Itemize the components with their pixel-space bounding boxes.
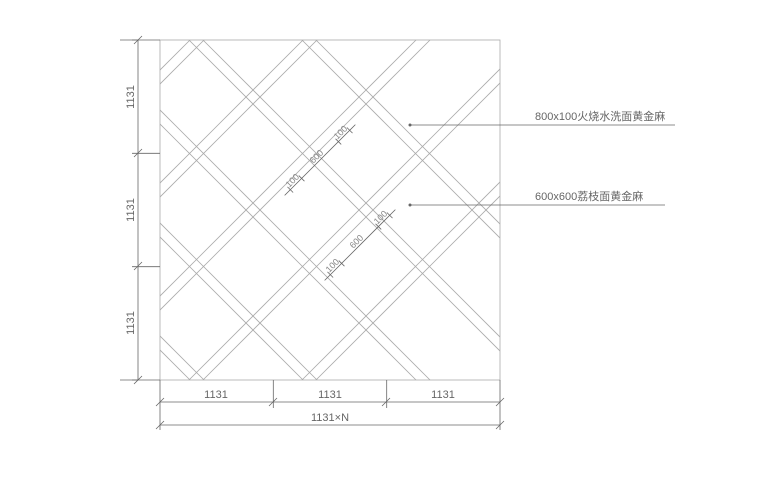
bottom-seg-1: 1131: [204, 389, 228, 401]
tile-pattern: [120, 30, 620, 490]
bottom-overall: 1131×N: [311, 412, 349, 424]
diag-dim-600a: 600: [308, 148, 326, 166]
left-dimension-segments: 1131 1131 1131: [125, 36, 160, 384]
diagonal-dimensions-1: 100 600 100: [278, 118, 359, 199]
left-seg-2: 1131: [125, 198, 137, 222]
left-seg-3: 1131: [125, 311, 137, 335]
paving-pattern-diagram: 100 600 100 100 600 100 800x100火烧水洗面黄金麻 …: [120, 30, 740, 490]
diag-dim-600b: 600: [348, 233, 366, 251]
diag-dim-100b: 100: [332, 124, 350, 142]
annotation-1: 800x100火烧水洗面黄金麻: [409, 109, 676, 127]
left-seg-1: 1131: [125, 85, 137, 109]
bottom-seg-2: 1131: [318, 389, 342, 401]
annotation-1-text: 800x100火烧水洗面黄金麻: [535, 109, 665, 123]
bottom-dimension-overall: 1131×N: [156, 412, 504, 429]
drawing-svg: 100 600 100 100 600 100 800x100火烧水洗面黄金麻 …: [120, 30, 740, 490]
bottom-seg-3: 1131: [431, 389, 455, 401]
diagonal-dimensions-2: 100 600 100: [318, 203, 399, 284]
annotation-2: 600x600荔枝面黄金麻: [409, 189, 666, 207]
diag-dim-100c: 100: [324, 257, 342, 275]
diag-dim-100a: 100: [284, 172, 302, 190]
annotation-2-text: 600x600荔枝面黄金麻: [535, 189, 643, 203]
tile-boundary: [160, 40, 500, 380]
